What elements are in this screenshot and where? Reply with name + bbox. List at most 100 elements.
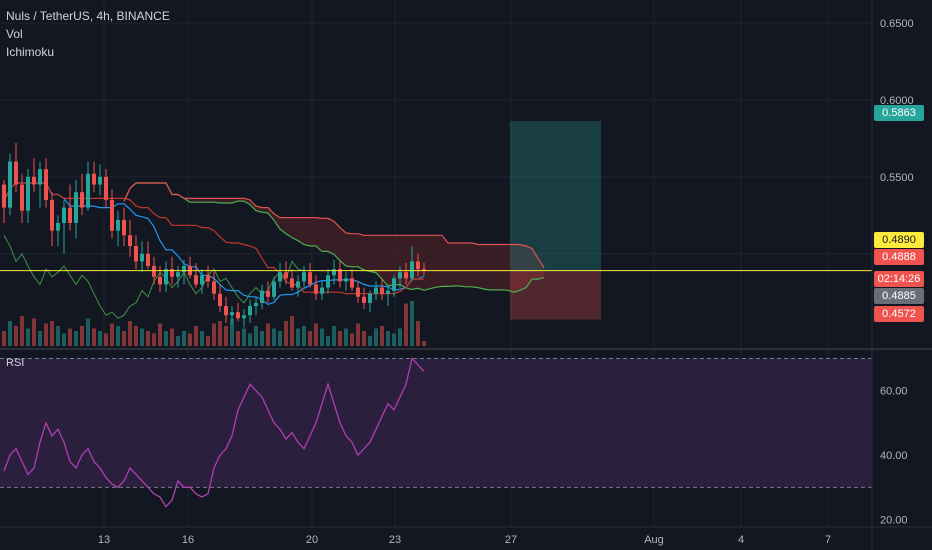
ichimoku-cloud [124, 183, 544, 293]
last-price-badge: 0.4888 [874, 249, 924, 265]
volume-legend[interactable]: Vol [6, 27, 23, 41]
candle [212, 281, 216, 294]
volume-bar [392, 333, 396, 346]
volume-bar [62, 333, 66, 346]
volume-bar [26, 328, 30, 346]
volume-bar [374, 328, 378, 346]
candle [2, 184, 6, 208]
candle [410, 261, 414, 279]
candle [242, 315, 246, 319]
volume-bar [8, 321, 12, 346]
candle [368, 293, 372, 303]
profit-zone [510, 121, 601, 272]
volume-bar [92, 328, 96, 346]
candle [230, 312, 234, 316]
volume-bar [176, 336, 180, 346]
volume-bar [122, 331, 126, 346]
current-price-badge: 0.4890 [874, 232, 924, 248]
candle [182, 266, 186, 273]
volume-bar [284, 321, 288, 346]
volume-bar [140, 328, 144, 346]
volume-bars [2, 301, 426, 346]
rsi-legend[interactable]: RSI [6, 357, 25, 369]
leading-span-b [123, 182, 545, 268]
candle [104, 176, 108, 200]
volume-bar [386, 331, 390, 346]
volume-bar [344, 328, 348, 346]
volume-bar [410, 301, 414, 346]
candle [68, 207, 72, 223]
candle [350, 278, 354, 288]
candle [236, 312, 240, 319]
volume-bar [44, 323, 48, 346]
volume-bar [74, 331, 78, 346]
time-tick-label: 27 [505, 534, 517, 546]
volume-bar [212, 323, 216, 346]
candle [344, 278, 348, 282]
volume-bar [356, 323, 360, 346]
long-position-tool[interactable] [510, 121, 601, 320]
volume-bar [242, 328, 246, 346]
rsi-tick-label: 20.00 [880, 515, 908, 527]
candle [134, 246, 138, 262]
candle [404, 272, 408, 279]
volume-bar [422, 341, 426, 346]
candle [14, 161, 18, 185]
candle [80, 192, 84, 208]
candle [128, 235, 132, 247]
candle [302, 272, 306, 282]
time-tick-label: 20 [306, 534, 318, 546]
candle [356, 287, 360, 297]
candle [194, 275, 198, 285]
candle [374, 287, 378, 294]
volume-bar [98, 331, 102, 346]
volume-bar [182, 331, 186, 346]
candle [206, 275, 210, 282]
candle [272, 281, 276, 297]
ichimoku-legend[interactable]: Ichimoku [6, 45, 55, 59]
candle [290, 278, 294, 288]
candle [56, 222, 60, 231]
candle [158, 276, 162, 285]
volume-bar [158, 323, 162, 346]
candle [170, 269, 174, 277]
candle [116, 219, 120, 231]
candle [50, 199, 54, 231]
volume-bar [314, 323, 318, 346]
volume-bar [254, 326, 258, 346]
candle [422, 269, 426, 271]
loss-zone [510, 271, 601, 320]
volume-bar [20, 316, 24, 346]
candle [326, 275, 330, 288]
volume-bar [404, 303, 408, 346]
volume-bar [332, 326, 336, 346]
candle [20, 184, 24, 211]
volume-bar [194, 326, 198, 346]
volume-bar [326, 336, 330, 346]
candle [110, 199, 114, 231]
time-tick-label: 23 [389, 534, 401, 546]
volume-bar [2, 331, 6, 346]
rsi-line [3, 357, 425, 508]
time-tick-label: Aug [644, 534, 664, 546]
volume-bar [116, 326, 120, 346]
leading-span-a [123, 182, 545, 293]
volume-bar [80, 326, 84, 346]
candle [146, 253, 150, 267]
candle [92, 173, 96, 185]
candle [380, 287, 384, 294]
volume-bar [14, 326, 18, 346]
candle [152, 266, 156, 277]
volume-bar [338, 331, 342, 346]
volume-bar [260, 331, 264, 346]
volume-bar [266, 323, 270, 346]
rsi-tick-label: 60.00 [880, 386, 908, 398]
volume-bar [170, 328, 174, 346]
candle [320, 287, 324, 294]
candle [296, 281, 300, 288]
rsi-axis: 60.00 40.00 20.00 [880, 386, 908, 527]
candle [362, 296, 366, 303]
candle [218, 293, 222, 307]
volume-bar [368, 336, 372, 346]
